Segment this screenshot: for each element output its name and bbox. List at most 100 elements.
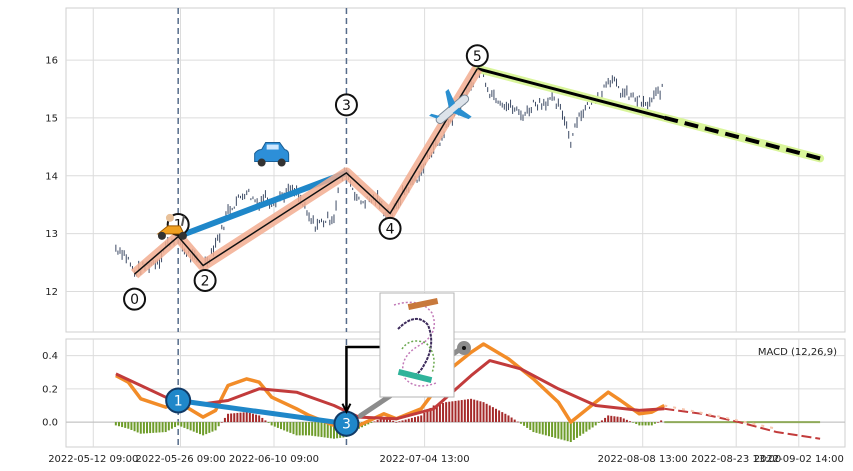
macd-histogram-bar xyxy=(635,422,638,425)
macd-histogram-bar xyxy=(202,422,205,436)
macd-histogram-bar xyxy=(526,422,529,428)
macd-histogram-bar xyxy=(273,422,276,427)
macd-histogram-bar xyxy=(177,422,180,426)
inset-frame xyxy=(379,292,455,398)
divergence-marker xyxy=(165,387,192,414)
macd-histogram-bar xyxy=(576,422,579,438)
macd-histogram-bar xyxy=(164,422,167,433)
wave-marker xyxy=(193,268,217,292)
macd-histogram-bar xyxy=(547,422,550,437)
macd-histogram-bar xyxy=(641,422,644,426)
macd-histogram-bar xyxy=(264,420,267,423)
macd-histogram-bar xyxy=(454,400,457,423)
macd-histogram-bar xyxy=(479,401,482,423)
macd-histogram-bar xyxy=(239,412,242,423)
trend-line-blue xyxy=(175,169,350,240)
macd-histogram-bar xyxy=(155,422,158,433)
macd-histogram-bar xyxy=(429,407,432,423)
trend-line-black xyxy=(476,67,665,120)
macd-histogram-bar xyxy=(516,421,519,423)
macd-histogram-bar xyxy=(208,422,211,433)
macd-histogram-bar xyxy=(551,422,554,438)
macd-histogram-bar xyxy=(304,422,307,436)
macd-histogram-bar xyxy=(538,422,541,434)
macd-histogram-bar xyxy=(317,422,320,437)
macd-histogram-bar xyxy=(401,420,404,423)
scooter-wheel-back xyxy=(157,231,166,240)
x-tick-label: 2022-07-04 13:00 xyxy=(380,454,470,465)
macd-histogram-bar xyxy=(270,422,273,426)
macd-histogram-bar xyxy=(519,422,522,424)
macd-histogram-bar xyxy=(585,422,588,432)
macd-histogram-bar xyxy=(451,401,454,423)
divergence-label: 1 xyxy=(174,393,183,409)
macd-histogram-bar xyxy=(267,422,270,423)
macd-histogram-bar xyxy=(220,422,223,423)
macd-histogram-bar xyxy=(613,416,616,423)
price-y-tick-label: 14 xyxy=(45,171,58,182)
macd-histogram-bar xyxy=(504,413,507,423)
macd-histogram-bar xyxy=(329,422,332,439)
scooter-icon xyxy=(156,213,187,240)
macd-histogram-bar xyxy=(301,422,304,436)
macd-histogram-bar xyxy=(488,405,491,423)
macd-histogram-bar xyxy=(236,412,239,423)
car-icon xyxy=(254,142,290,167)
macd-histogram-bar xyxy=(657,422,660,423)
macd-histogram-bar xyxy=(136,422,139,433)
macd-histogram-bar xyxy=(198,422,201,435)
macd-histogram-bar xyxy=(501,412,504,423)
car-wheel-back xyxy=(257,158,266,167)
macd-histogram-bar xyxy=(133,422,136,432)
macd-histogram-bar xyxy=(242,412,245,423)
wave-label: 5 xyxy=(473,49,482,65)
x-tick-label: 2022-05-26 09:00 xyxy=(135,454,225,465)
macd-histogram-bar xyxy=(245,412,248,423)
macd-histogram-bar xyxy=(541,422,544,435)
macd-histogram-bar xyxy=(223,417,226,423)
car-window xyxy=(266,144,279,150)
car-body xyxy=(254,142,290,163)
inset-train-bottom xyxy=(397,368,433,384)
macd-histogram-bar xyxy=(158,422,161,433)
macd-histogram-bar xyxy=(230,413,233,423)
macd-histogram-bar xyxy=(367,422,370,425)
macd-histogram-bar xyxy=(192,422,195,432)
macd-histogram-bar xyxy=(660,420,663,423)
macd-histogram-bar xyxy=(255,414,258,423)
macd-histogram-bar xyxy=(579,422,582,436)
macd-histogram-bar xyxy=(560,422,563,440)
x-tick-label: 2022-05-12 09:00 xyxy=(48,454,138,465)
macd-histogram-bar xyxy=(557,422,560,439)
price-y-tick-label: 15 xyxy=(45,113,58,124)
wave-label: 3 xyxy=(342,98,351,114)
macd-histogram-bar xyxy=(569,422,572,443)
macd-histogram-bar xyxy=(625,419,628,423)
macd-histogram-bar xyxy=(276,422,279,428)
macd-histogram-bar xyxy=(308,422,311,436)
wave-marker xyxy=(334,93,358,117)
macd-histogram-bar xyxy=(373,421,376,423)
macd-histogram-bar xyxy=(251,413,254,423)
airplane-icon xyxy=(429,89,472,125)
wave-label: 0 xyxy=(130,292,139,308)
macd-histogram-bar xyxy=(442,402,445,423)
scooter-body xyxy=(156,225,185,235)
macd-histogram-bar xyxy=(417,416,420,423)
macd-histogram-bar xyxy=(498,410,501,423)
macd-histogram-bar xyxy=(404,419,407,423)
macd-histogram-bar xyxy=(114,422,117,426)
annotation-arrowhead xyxy=(341,403,352,414)
macd-histogram-bar xyxy=(532,422,535,433)
macd-histogram-bar xyxy=(432,405,435,423)
macd-histogram-bar xyxy=(476,400,479,423)
macd-histogram-bar xyxy=(544,422,547,436)
macd-histogram-bar xyxy=(410,417,413,423)
macd-legend: MACD (12,26,9) xyxy=(758,347,837,358)
macd-histogram-bar xyxy=(398,421,401,423)
x-tick-label: 2022-06-10 09:00 xyxy=(229,454,319,465)
macd-histogram-bar xyxy=(463,399,466,423)
macd-histogram-bar xyxy=(619,417,622,423)
wave-marker xyxy=(378,216,402,240)
